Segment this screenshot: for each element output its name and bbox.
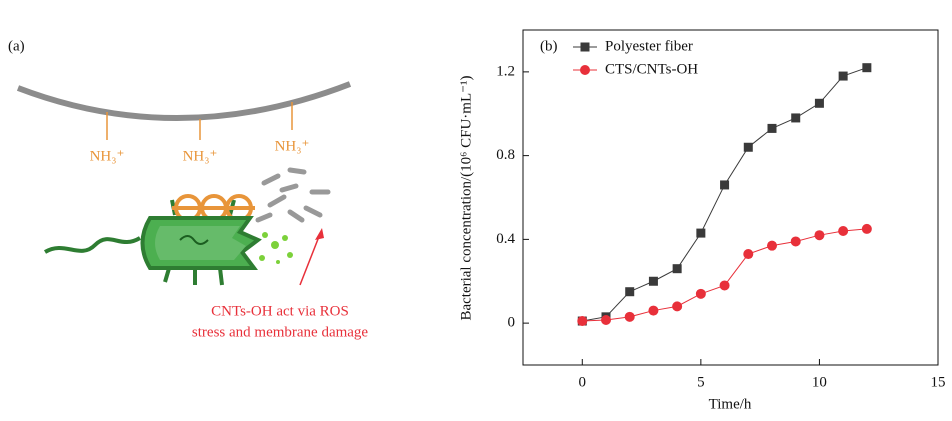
legend-label: CTS/CNTs-OH <box>605 61 698 77</box>
marker <box>838 226 849 236</box>
legend-marker <box>580 42 590 52</box>
marker <box>814 230 825 241</box>
marker <box>743 249 754 260</box>
annotation: stress and membrane damage <box>192 324 369 340</box>
x-tick-label: 0 <box>579 374 587 390</box>
marker <box>814 98 824 108</box>
legend-label: Polyester fiber <box>605 38 693 54</box>
marker <box>861 223 872 234</box>
group-label: NH₃⁺ <box>90 148 125 164</box>
marker <box>720 180 730 190</box>
legend-marker <box>580 65 590 75</box>
arrow <box>299 233 321 286</box>
marker <box>648 276 658 286</box>
nanotubes <box>255 167 331 223</box>
panel-label: (a) <box>8 38 25 54</box>
series-line <box>582 228 867 322</box>
marker <box>672 301 683 312</box>
bacterium <box>43 194 293 286</box>
marker <box>767 123 777 133</box>
marker <box>696 228 706 238</box>
marker <box>791 113 801 123</box>
marker <box>624 311 635 322</box>
panel-label: (b) <box>540 38 558 54</box>
x-tick-label: 5 <box>697 374 705 390</box>
marker <box>648 305 659 316</box>
marker <box>767 240 777 251</box>
marker <box>838 71 848 81</box>
group-label: NH₃⁺ <box>183 148 218 164</box>
marker <box>719 280 730 291</box>
marker <box>743 142 753 152</box>
fiber <box>16 81 352 122</box>
marker <box>695 288 706 299</box>
marker <box>672 264 682 274</box>
marker <box>625 287 635 297</box>
y-tick-label: 0.4 <box>496 231 515 247</box>
marker <box>601 314 611 325</box>
x-axis-label: Time/h <box>709 396 752 412</box>
marker <box>577 316 588 327</box>
y-tick-label: 0.8 <box>496 147 515 163</box>
annotation: CNTs-OH act via ROS <box>211 303 349 319</box>
y-tick-label: 1.2 <box>496 63 515 79</box>
y-tick-label: 0 <box>508 315 516 331</box>
x-tick-label: 10 <box>812 374 827 390</box>
arrow-head <box>315 228 324 240</box>
marker <box>862 63 872 73</box>
y-axis-label: Bacterial concentration/(10⁶ CFU·mL⁻¹) <box>458 75 474 320</box>
group-label: NH₃⁺ <box>275 138 310 154</box>
x-tick-label: 15 <box>931 374 946 390</box>
plot-frame <box>522 29 939 366</box>
marker <box>790 236 801 247</box>
bonds <box>106 102 293 140</box>
